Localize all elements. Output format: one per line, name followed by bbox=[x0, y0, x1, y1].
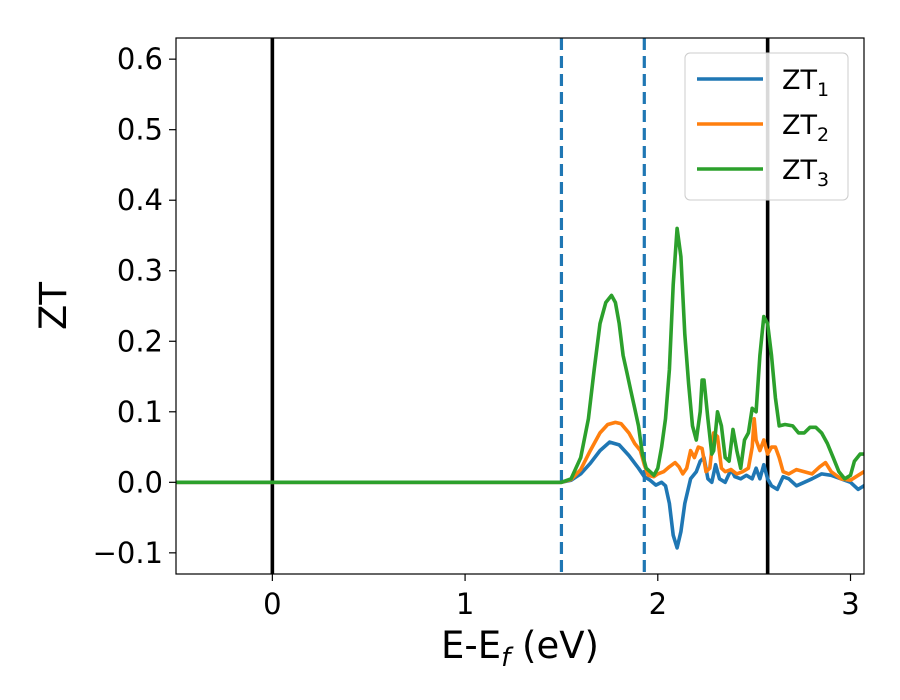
legend-label-zt1: ZT1 bbox=[782, 65, 829, 101]
x-axis-label-main: E-E bbox=[441, 624, 501, 667]
x-axis-label-unit: (eV) bbox=[510, 624, 599, 667]
y-tick-label: −0.1 bbox=[93, 536, 163, 570]
series-lines bbox=[176, 226, 864, 550]
x-axis-ticks: 0 1 2 3 bbox=[263, 574, 860, 621]
y-tick-label: 0.3 bbox=[117, 254, 163, 288]
plot-frame bbox=[175, 37, 865, 575]
y-tick-label: 0.6 bbox=[117, 42, 163, 76]
series-line-zt3 bbox=[176, 226, 864, 485]
legend-label-zt3: ZT3 bbox=[782, 155, 829, 191]
x-axis-label: E-Ef (eV) bbox=[441, 624, 599, 673]
x-tick-label: 1 bbox=[456, 587, 474, 621]
y-tick-label: 0.0 bbox=[117, 465, 163, 499]
y-tick-label: 0.1 bbox=[117, 395, 163, 429]
y-tick-label: 0.4 bbox=[117, 183, 163, 217]
y-axis-ticks: −0.1 0.0 0.1 0.2 0.3 0.4 0.5 0.6 bbox=[93, 42, 176, 570]
legend-box bbox=[684, 52, 849, 201]
y-tick-label: 0.5 bbox=[117, 113, 163, 147]
x-tick-label: 2 bbox=[649, 587, 667, 621]
x-tick-label: 3 bbox=[841, 587, 859, 621]
x-tick-label: 0 bbox=[263, 587, 281, 621]
legend: ZT1 ZT2 ZT3 bbox=[684, 52, 849, 201]
legend-label-zt2: ZT2 bbox=[782, 110, 829, 146]
y-tick-label: 0.2 bbox=[117, 324, 163, 358]
y-axis-label: ZT bbox=[32, 282, 75, 330]
series-line-zt1 bbox=[176, 440, 864, 550]
